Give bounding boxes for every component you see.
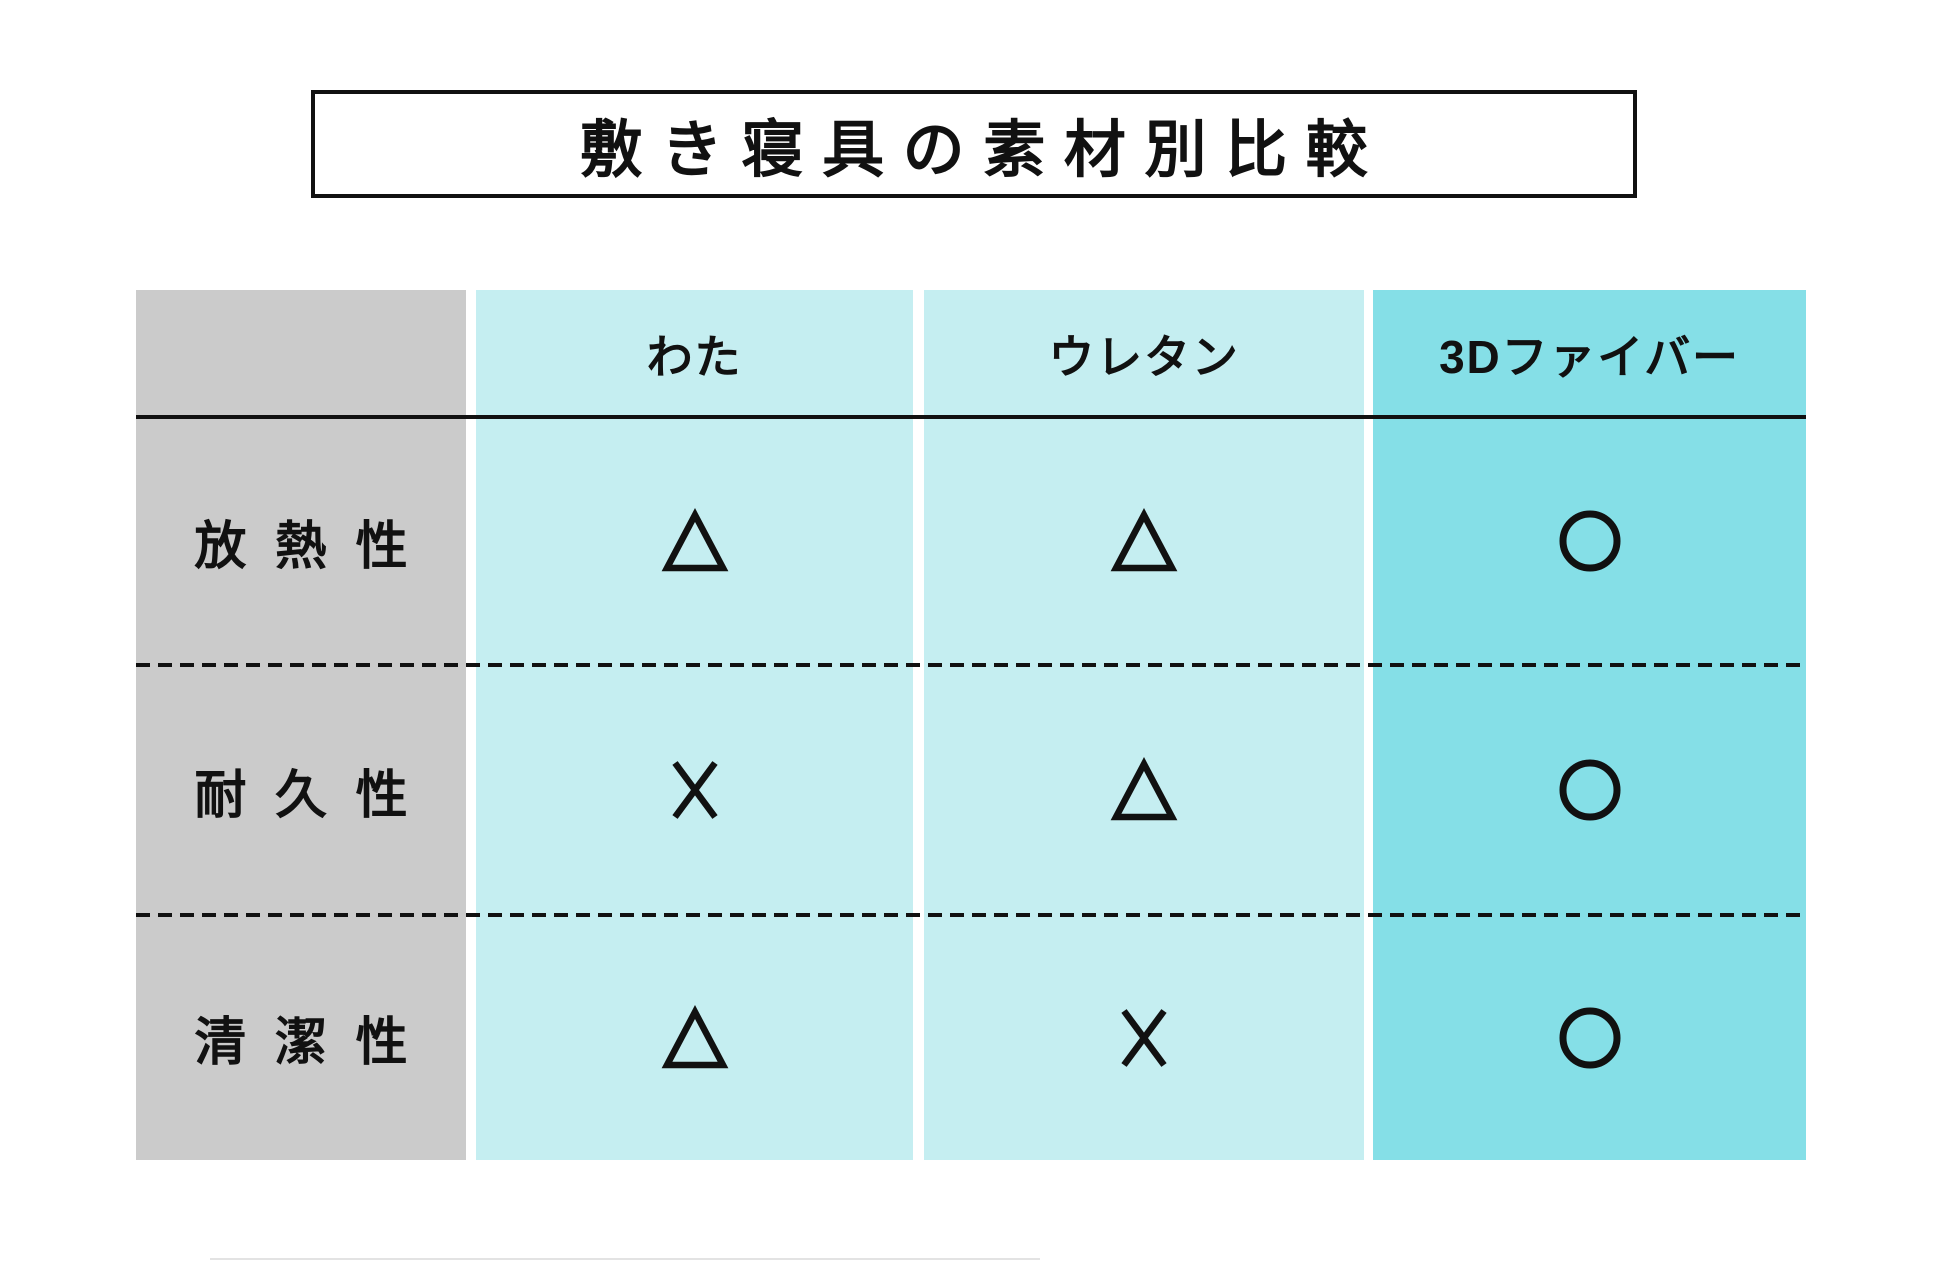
- column-band-row-labels: 放熱性 耐久性 清潔性: [136, 290, 466, 1160]
- circle-icon: [1559, 510, 1620, 572]
- row-label-durability: 耐久性: [194, 766, 437, 825]
- row-label-cell: 清潔性: [136, 915, 466, 1160]
- cross-icon: [1121, 1008, 1167, 1067]
- triangle-icon: [661, 508, 728, 572]
- row-divider-dashed: [136, 913, 1806, 917]
- row-label-cleanliness: 清潔性: [194, 1014, 437, 1072]
- rating-cell: [924, 665, 1364, 915]
- column-header-cell: わた: [476, 290, 913, 417]
- triangle-icon: [1110, 508, 1178, 572]
- header-underline: [136, 415, 1806, 419]
- column-header-3dfiber: 3Dファイバー: [1439, 330, 1740, 383]
- rating-cell: [1373, 417, 1806, 665]
- row-label-heat: 放熱性: [194, 517, 437, 576]
- row-label-cell: 耐久性: [136, 665, 466, 915]
- column-band-urethane: ウレタン: [924, 290, 1364, 1160]
- rating-cell: [476, 665, 913, 915]
- circle-icon: [1559, 1007, 1620, 1068]
- row-label-cell: 放熱性: [136, 417, 466, 665]
- column-band-3dfiber: 3Dファイバー: [1373, 290, 1806, 1160]
- comparison-table: 放熱性 耐久性 清潔性 わた ウレタン 3Dファイバー: [136, 290, 1806, 1160]
- column-header-cell: 3Dファイバー: [1373, 290, 1806, 417]
- rating-cell: [476, 417, 913, 665]
- triangle-icon: [661, 1004, 728, 1068]
- column-header-urethane: ウレタン: [1048, 330, 1240, 383]
- chart-title: 敷き寝具の素材別比較: [580, 116, 1387, 185]
- cross-icon: [671, 761, 718, 819]
- column-header-cell: ウレタン: [924, 290, 1364, 417]
- column-header-wata: わた: [646, 330, 743, 383]
- rating-cell: [1373, 665, 1806, 915]
- rating-cell: [924, 915, 1364, 1160]
- corner-cell: [136, 290, 466, 417]
- row-divider-dashed: [136, 663, 1806, 667]
- chart-title-box: 敷き寝具の素材別比較: [311, 90, 1637, 198]
- rating-cell: [476, 915, 913, 1160]
- bottom-hairline: [210, 1258, 1040, 1260]
- rating-cell: [924, 417, 1364, 665]
- column-band-wata: わた: [476, 290, 913, 1160]
- triangle-icon: [1110, 757, 1178, 821]
- rating-cell: [1373, 915, 1806, 1160]
- circle-icon: [1559, 759, 1620, 821]
